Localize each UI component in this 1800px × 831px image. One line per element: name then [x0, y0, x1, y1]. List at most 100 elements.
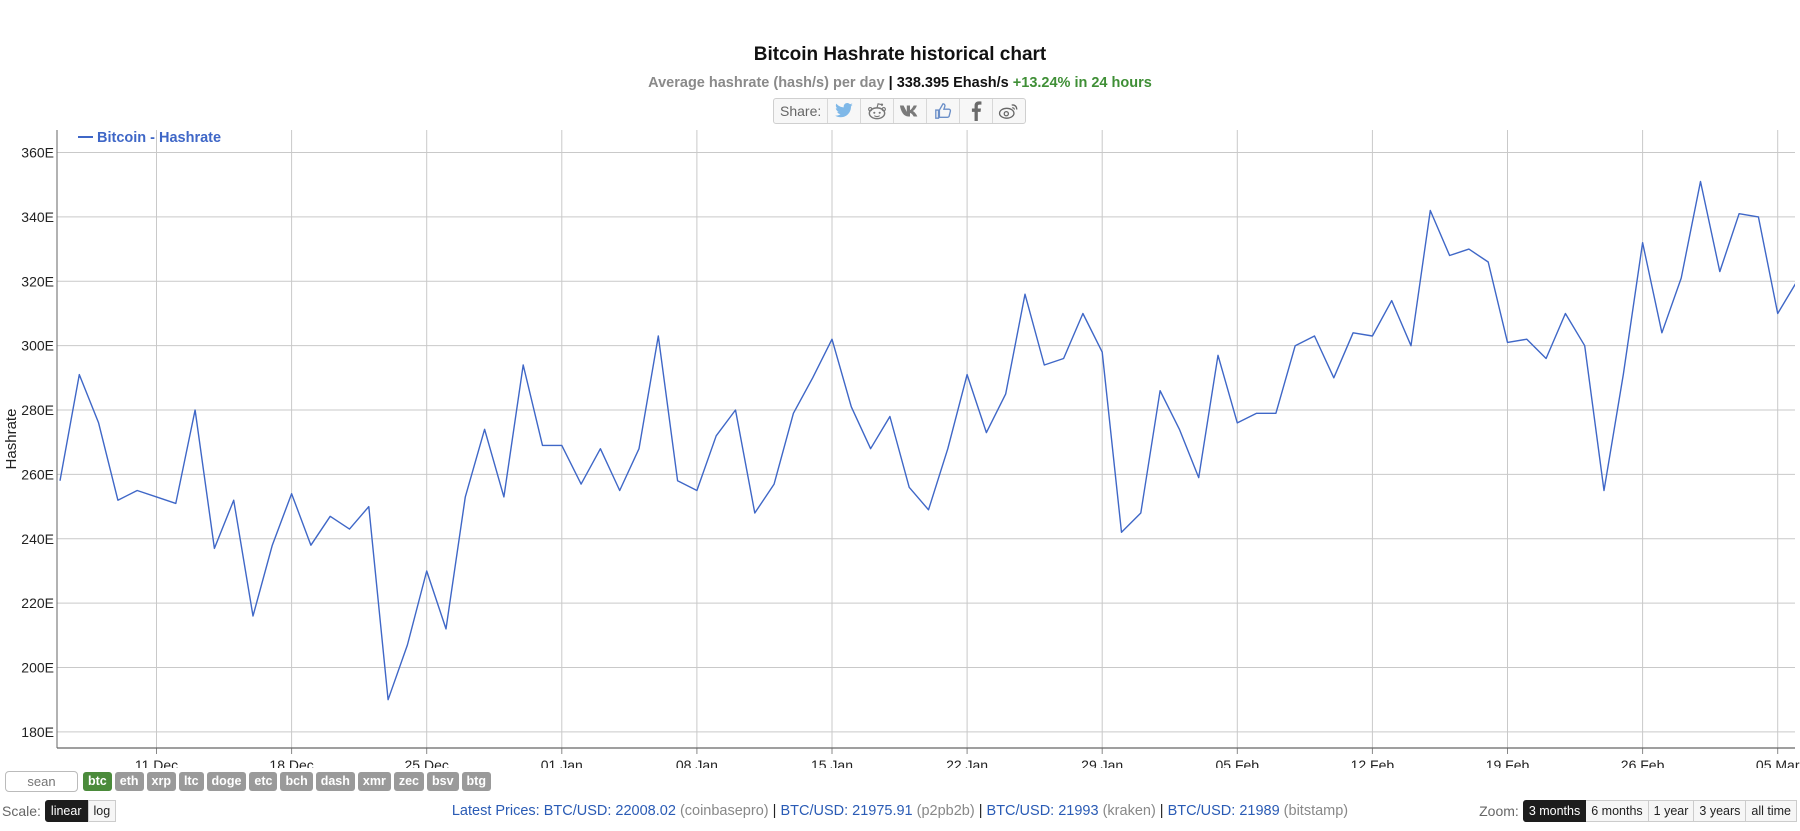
- coin-button-zec[interactable]: zec: [393, 772, 424, 791]
- data-point[interactable]: [482, 427, 487, 432]
- data-point[interactable]: [1235, 420, 1240, 425]
- data-point[interactable]: [1158, 388, 1163, 393]
- coin-button-bsv[interactable]: bsv: [427, 772, 459, 791]
- data-point[interactable]: [984, 430, 989, 435]
- coin-button-bch[interactable]: bch: [280, 772, 313, 791]
- data-point[interactable]: [559, 443, 564, 448]
- share-weibo-button[interactable]: [992, 99, 1025, 123]
- data-point[interactable]: [501, 494, 506, 499]
- data-point[interactable]: [1216, 353, 1221, 358]
- data-point[interactable]: [1254, 411, 1259, 416]
- scale-linear-button[interactable]: linear: [44, 800, 88, 822]
- data-point[interactable]: [1177, 427, 1182, 432]
- data-point[interactable]: [58, 478, 63, 483]
- price-link-p2pb2b[interactable]: BTC/USD: 21975.91: [780, 803, 912, 819]
- data-point[interactable]: [868, 446, 873, 451]
- data-point[interactable]: [1486, 260, 1491, 265]
- coin-search-input[interactable]: [5, 771, 78, 792]
- data-point[interactable]: [810, 375, 815, 380]
- coin-button-doge[interactable]: doge: [206, 772, 247, 791]
- data-point[interactable]: [772, 482, 777, 487]
- data-point[interactable]: [752, 511, 757, 516]
- data-point[interactable]: [1737, 211, 1742, 216]
- zoom-all-time-button[interactable]: all time: [1746, 800, 1797, 822]
- data-point[interactable]: [1602, 488, 1607, 493]
- data-point[interactable]: [444, 626, 449, 631]
- coin-button-eth[interactable]: eth: [114, 772, 144, 791]
- data-point[interactable]: [135, 488, 140, 493]
- data-point[interactable]: [733, 408, 738, 413]
- data-point[interactable]: [173, 501, 178, 506]
- data-point[interactable]: [1080, 311, 1085, 316]
- data-point[interactable]: [637, 446, 642, 451]
- coin-button-dash[interactable]: dash: [315, 772, 355, 791]
- hashrate-series-line[interactable]: [59, 180, 1797, 701]
- data-point[interactable]: [212, 546, 217, 551]
- price-link-kraken[interactable]: BTC/USD: 21993: [987, 803, 1099, 819]
- data-point[interactable]: [1331, 375, 1336, 380]
- data-point[interactable]: [1524, 337, 1529, 342]
- data-point[interactable]: [965, 372, 970, 377]
- data-point[interactable]: [328, 514, 333, 519]
- share-like-button[interactable]: [926, 99, 959, 123]
- data-point[interactable]: [405, 643, 410, 648]
- data-point[interactable]: [1312, 334, 1317, 339]
- data-point[interactable]: [424, 569, 429, 574]
- data-point[interactable]: [1563, 311, 1568, 316]
- data-point[interactable]: [366, 504, 371, 509]
- data-point[interactable]: [96, 420, 101, 425]
- data-point[interactable]: [1466, 247, 1471, 252]
- data-point[interactable]: [1100, 350, 1105, 355]
- data-point[interactable]: [1775, 311, 1780, 316]
- data-point[interactable]: [830, 337, 835, 342]
- data-point[interactable]: [463, 494, 468, 499]
- coin-button-btg[interactable]: btg: [461, 772, 491, 791]
- data-point[interactable]: [675, 478, 680, 483]
- data-point[interactable]: [598, 446, 603, 451]
- price-link-bitstamp[interactable]: BTC/USD: 21989: [1168, 803, 1280, 819]
- share-reddit-button[interactable]: [860, 99, 893, 123]
- data-point[interactable]: [386, 697, 391, 702]
- data-point[interactable]: [1003, 391, 1008, 396]
- zoom-6-months-button[interactable]: 6 months: [1586, 800, 1649, 822]
- coin-button-etc[interactable]: etc: [249, 772, 278, 791]
- data-point[interactable]: [694, 488, 699, 493]
- data-point[interactable]: [289, 491, 294, 496]
- coin-button-xrp[interactable]: xrp: [146, 772, 176, 791]
- data-point[interactable]: [714, 433, 719, 438]
- data-point[interactable]: [1061, 356, 1066, 361]
- data-point[interactable]: [1023, 292, 1028, 297]
- data-point[interactable]: [1756, 214, 1761, 219]
- data-point[interactable]: [1196, 475, 1201, 480]
- legend-label[interactable]: Bitcoin - Hashrate: [97, 130, 221, 146]
- data-point[interactable]: [231, 498, 236, 503]
- scale-log-button[interactable]: log: [87, 800, 117, 822]
- data-point[interactable]: [1428, 208, 1433, 213]
- data-point[interactable]: [1717, 269, 1722, 274]
- data-point[interactable]: [617, 488, 622, 493]
- hashrate-chart[interactable]: 180E 200E 220E 240E 260E 280E 300E 320E 340E 360E…: [0, 128, 1800, 768]
- data-point[interactable]: [521, 363, 526, 368]
- data-point[interactable]: [1679, 276, 1684, 281]
- data-point[interactable]: [1409, 343, 1414, 348]
- data-point[interactable]: [1698, 179, 1703, 184]
- data-point[interactable]: [579, 482, 584, 487]
- data-point[interactable]: [77, 372, 82, 377]
- data-point[interactable]: [1042, 363, 1047, 368]
- share-facebook-button[interactable]: [959, 99, 992, 123]
- data-point[interactable]: [1119, 530, 1124, 535]
- data-point[interactable]: [945, 446, 950, 451]
- share-vk-button[interactable]: [893, 99, 926, 123]
- zoom-3-months-button[interactable]: 3 months: [1522, 800, 1587, 822]
- data-point[interactable]: [1273, 411, 1278, 416]
- data-point[interactable]: [656, 334, 661, 339]
- coin-button-ltc[interactable]: ltc: [178, 772, 204, 791]
- data-point[interactable]: [154, 494, 159, 499]
- data-point[interactable]: [270, 543, 275, 548]
- chart-legend[interactable]: Bitcoin - Hashrate: [78, 130, 221, 146]
- data-point[interactable]: [1640, 240, 1645, 245]
- data-point[interactable]: [1351, 330, 1356, 335]
- data-point[interactable]: [849, 404, 854, 409]
- data-point[interactable]: [347, 527, 352, 532]
- data-point[interactable]: [1293, 343, 1298, 348]
